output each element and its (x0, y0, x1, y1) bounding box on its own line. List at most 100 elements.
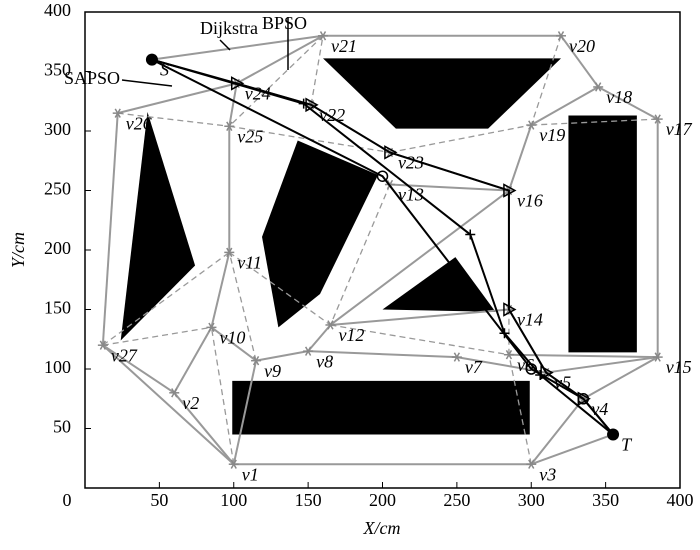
endpoint (145, 53, 158, 66)
node-star-stroke (327, 320, 334, 330)
x-axis-title: X/cm (363, 518, 401, 538)
node-label: v13 (398, 185, 424, 205)
dashed-edge (228, 251, 331, 326)
y-axis-title: Y/cm (8, 232, 28, 268)
obstacle (323, 58, 561, 129)
node-star-stroke (208, 322, 215, 333)
node-label: v3 (539, 464, 556, 484)
y-tick-label: 50 (53, 417, 71, 437)
node-star-stroke (528, 459, 535, 469)
node-marker (97, 340, 108, 350)
node-label: v16 (517, 191, 543, 211)
edge (307, 324, 332, 352)
path-marker (376, 170, 389, 182)
node-star-stroke (252, 355, 260, 366)
edge (530, 86, 599, 126)
edge (232, 360, 258, 465)
node-star-stroke (304, 346, 312, 356)
edge (530, 398, 585, 465)
edge (508, 353, 658, 359)
node-star-stroke (453, 352, 461, 362)
x-tick-label: 50 (150, 490, 168, 510)
node-label: v27 (111, 345, 138, 365)
node-label: v4 (591, 399, 608, 419)
x-tick-label: 100 (220, 490, 247, 510)
node-label: v10 (219, 327, 245, 347)
node-star-stroke (230, 459, 237, 469)
node-star-stroke (99, 340, 106, 350)
node-star-stroke (557, 31, 565, 41)
node-label: v25 (237, 126, 263, 146)
node-label: v21 (331, 36, 357, 56)
series-label: BPSO (262, 13, 307, 33)
series-label-arrow (219, 39, 231, 51)
node-star-stroke (595, 82, 602, 92)
node-star-stroke (528, 120, 535, 130)
edge (236, 34, 324, 85)
edge (173, 326, 213, 394)
node-star-stroke (226, 121, 233, 131)
y-tick-label: 250 (44, 179, 71, 199)
x-tick-label: 250 (443, 490, 470, 510)
path-marker (540, 365, 554, 380)
edge (228, 83, 238, 127)
node-label: v11 (237, 253, 262, 273)
series-label: Dijkstra (200, 18, 258, 38)
edge (597, 86, 659, 120)
y-tick-label: 100 (44, 357, 71, 377)
edge (530, 433, 614, 466)
edge (102, 344, 175, 394)
edge (210, 326, 257, 362)
node-label: v26 (126, 113, 152, 133)
dashed-edge (389, 124, 532, 154)
path-marker (503, 183, 517, 198)
node-marker (556, 31, 566, 41)
node-label: S (160, 60, 169, 80)
x-tick-label: 0 (63, 490, 72, 510)
path-line (151, 58, 614, 436)
path-marker (503, 302, 517, 317)
node-marker (169, 388, 180, 398)
node-marker (251, 355, 262, 366)
path-marker (465, 229, 476, 240)
node-marker (228, 459, 239, 469)
edge (151, 34, 324, 61)
edge (330, 308, 510, 326)
node-marker (503, 350, 514, 360)
node-label: v6 (517, 355, 534, 375)
node-star-stroke (654, 352, 661, 362)
edge (308, 350, 457, 359)
obstacle (262, 140, 379, 328)
series-label: SAPSO (64, 68, 120, 88)
node-star-stroke (114, 108, 121, 118)
node-marker (112, 108, 123, 118)
node-marker (325, 320, 336, 330)
edge (210, 252, 231, 328)
dashed-edge (508, 354, 532, 465)
path-marker (384, 145, 398, 160)
node-star-stroke (654, 114, 661, 124)
node-label: v19 (539, 125, 565, 145)
node-marker (652, 352, 663, 362)
y-tick-label: 200 (44, 238, 71, 258)
dashed-edge (330, 324, 510, 356)
node-star-stroke (319, 31, 327, 41)
node-label: v20 (569, 36, 595, 56)
endpoint (607, 428, 620, 441)
node-marker (593, 82, 604, 92)
dashed-edge (531, 118, 658, 126)
y-tick-label: 300 (44, 119, 71, 139)
y-tick-label: 350 (44, 60, 71, 80)
obstacle (568, 115, 637, 353)
edge (102, 344, 235, 465)
node-label: v2 (182, 393, 199, 413)
dashed-edge (210, 327, 235, 465)
dashed-edge (310, 35, 324, 105)
node-marker (451, 352, 462, 362)
node-label: v1 (242, 464, 259, 484)
edge (507, 124, 533, 191)
path-line (151, 58, 614, 436)
dashed-edge (117, 112, 230, 127)
